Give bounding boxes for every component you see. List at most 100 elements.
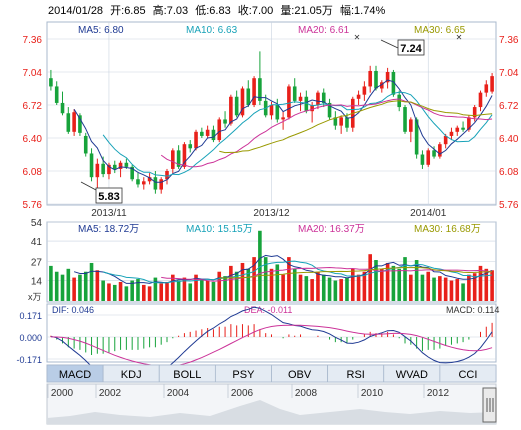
candle-body-21 — [171, 150, 175, 169]
candle-body-59 — [391, 72, 396, 95]
volume-bar-15 — [136, 279, 140, 301]
candle-body-50 — [339, 117, 343, 126]
volume-bar-57 — [379, 268, 384, 301]
candle-body-42 — [292, 86, 297, 101]
volume-bar-29 — [217, 271, 222, 301]
low-annotation-line — [80, 181, 97, 191]
candle-body-39 — [275, 105, 280, 120]
price-y-tick-right-5: 5.76 — [499, 200, 519, 211]
price-y-tick-left-3: 6.40 — [23, 134, 43, 145]
volume-bar-12 — [118, 281, 123, 301]
header-low-label: 低: — [195, 4, 209, 17]
header-high-label: 高: — [153, 3, 167, 17]
volume-bar-11 — [112, 284, 117, 301]
volume-bar-58 — [385, 262, 390, 301]
candle-body-11 — [112, 164, 117, 169]
volume-bar-20 — [165, 281, 169, 301]
candle-body-4 — [72, 112, 76, 132]
volume-bar-61 — [403, 257, 407, 301]
timeline-year-2012: 2012 — [427, 388, 450, 399]
volume-bar-72 — [467, 274, 471, 301]
candle-body-7 — [89, 153, 94, 178]
candle-body-15 — [136, 179, 140, 185]
candle-body-45 — [310, 105, 314, 112]
timeline-area — [47, 400, 496, 424]
volume-bar-9 — [101, 280, 105, 301]
candle-body-68 — [443, 135, 448, 145]
volume-bar-66 — [432, 277, 436, 301]
tab-label-wvad[interactable]: WVAD — [396, 369, 428, 381]
macd-y-tick-2: -0.171 — [16, 355, 42, 365]
price-x-tick-1: 2013/12 — [253, 208, 290, 219]
volume-bar-74 — [478, 265, 483, 301]
candle-body-12 — [118, 162, 123, 169]
candle-body-22 — [176, 150, 181, 167]
volume-bar-0 — [49, 265, 53, 301]
volume-bar-26 — [200, 279, 204, 301]
volume-bar-38 — [269, 268, 274, 301]
candle-body-48 — [327, 102, 332, 118]
volume-bar-68 — [443, 277, 448, 301]
candle-body-57 — [379, 82, 384, 89]
candle-body-70 — [455, 127, 460, 132]
high-marker: ✕ — [354, 33, 361, 42]
volume-bar-14 — [130, 280, 134, 301]
indicator-tabs: MACD KDJ BOLL PSY OBV RSI WVAD CCI — [46, 364, 497, 383]
price-y-tick-right-2: 6.72 — [499, 101, 519, 112]
candle-body-61 — [403, 107, 407, 132]
macd-dif-label: DIF: 0.046 — [52, 305, 94, 315]
header-low: 6.83 — [209, 5, 230, 17]
header-close: 7.00 — [252, 5, 273, 17]
low-annotation-label: 5.83 — [98, 191, 119, 203]
price-y-tick-right-1: 7.04 — [499, 68, 519, 79]
candle-body-74 — [478, 92, 483, 108]
candle-body-66 — [432, 150, 436, 157]
volume-bar-51 — [345, 277, 349, 301]
volume-bar-50 — [339, 279, 343, 301]
volume-bar-27 — [205, 280, 210, 301]
volume-bar-25 — [194, 274, 198, 301]
candle-body-32 — [234, 96, 239, 116]
price-annotations: 7.24 5.83 ✕ ✕ — [80, 33, 462, 204]
volume-bar-22 — [176, 280, 181, 301]
tab-label-rsi[interactable]: RSI — [347, 369, 365, 381]
price-x-tick-2: 2014/01 — [410, 208, 447, 219]
volume-bar-17 — [147, 286, 152, 301]
volume-unit: x万 — [28, 292, 42, 302]
volume-y-tick-3: 14 — [31, 277, 43, 288]
volume-bar-21 — [171, 274, 175, 301]
price-y-tick-left-1: 7.04 — [23, 68, 43, 79]
volume-ma5-line — [73, 254, 493, 284]
price-y-ticks-left: 7.36 7.04 6.72 6.40 6.08 5.76 — [23, 35, 43, 211]
volume-bar-1 — [54, 271, 59, 301]
candle-body-49 — [333, 117, 338, 126]
tab-label-boll[interactable]: BOLL — [173, 369, 201, 381]
tab-label-obv[interactable]: OBV — [288, 369, 312, 381]
volume-bar-62 — [409, 274, 413, 301]
volume-legend-2: MA20: 16.37万 — [298, 224, 365, 235]
volume-bar-8 — [95, 270, 100, 301]
timeline-year-2008: 2008 — [295, 388, 318, 399]
volume-bar-5 — [78, 274, 82, 301]
timeline-year-2002: 2002 — [99, 388, 122, 399]
price-y-ticks-right: 7.36 7.04 6.72 6.40 6.08 5.76 — [499, 35, 519, 211]
candle-body-44 — [304, 96, 309, 112]
candle-body-33 — [240, 88, 245, 116]
volume-bar-41 — [287, 257, 291, 301]
candle-body-24 — [188, 144, 193, 149]
high-annotation-label: 7.24 — [400, 43, 422, 55]
price-legend: MA5: 6.80 MA10: 6.63 MA20: 6.61 MA30: 6.65 — [78, 25, 466, 36]
tab-label-cci[interactable]: CCI — [458, 369, 477, 381]
volume-bar-65 — [426, 271, 431, 301]
tab-cci[interactable] — [439, 364, 497, 383]
candle-body-51 — [345, 117, 349, 128]
volume-moving-averages — [73, 254, 493, 284]
price-ma20-line — [160, 98, 493, 168]
volume-y-tick-1: 41 — [31, 237, 43, 248]
tab-label-psy[interactable]: PSY — [232, 369, 255, 381]
volume-bar-69 — [449, 280, 454, 301]
macd-y-ticks: 0.171 0.000 -0.171 — [16, 311, 42, 365]
tab-label-kdj[interactable]: KDJ — [121, 369, 142, 381]
timeline-year-2006: 2006 — [231, 388, 254, 399]
tab-label-macd[interactable]: MACD — [59, 369, 91, 381]
